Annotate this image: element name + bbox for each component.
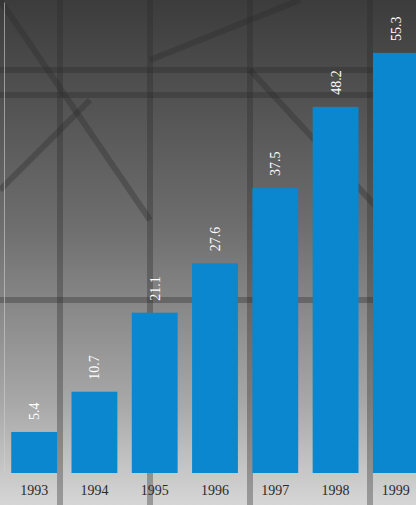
x-tick: 1998 — [322, 483, 350, 498]
y-axis — [4, 3, 5, 474]
bar — [313, 107, 359, 473]
x-tick-label: 1997 — [261, 483, 289, 498]
background-structure — [0, 0, 416, 505]
data-label: 5.4 — [27, 402, 42, 420]
bar — [11, 432, 57, 473]
data-label: 21.1 — [148, 276, 163, 301]
structure-line — [0, 67, 416, 73]
structure-line — [0, 0, 150, 220]
structure-line — [150, 0, 300, 60]
structure-line — [367, 0, 373, 505]
x-tick-label: 1993 — [20, 483, 48, 498]
x-tick: 1993 — [20, 483, 48, 498]
chart-svg: 5.410.721.127.637.548.255.31993199419951… — [0, 0, 416, 505]
bar — [373, 53, 416, 473]
x-tick: 1999 — [382, 483, 410, 498]
bar — [132, 313, 178, 473]
x-tick-label: 1996 — [201, 483, 229, 498]
chart-container: 5.410.721.127.637.548.255.31993199419951… — [0, 0, 416, 505]
data-label: 10.7 — [87, 355, 102, 380]
y-axis-line — [4, 3, 5, 474]
data-label: 37.5 — [268, 152, 283, 177]
data-labels: 5.4 10.7 21.1 27.6 37.5 48.2 55.3 — [27, 16, 404, 420]
x-tick: 1996 — [201, 483, 229, 498]
x-axis: 1993 1994 1995 1996 1997 1998 1999 — [20, 483, 410, 498]
background — [0, 0, 416, 505]
bars — [11, 53, 416, 473]
x-tick: 1997 — [261, 483, 289, 498]
x-tick-label: 1998 — [322, 483, 350, 498]
data-label: 55.3 — [389, 16, 404, 41]
bar — [252, 188, 298, 473]
x-tick: 1995 — [141, 483, 169, 498]
x-tick: 1994 — [80, 483, 108, 498]
bar — [192, 263, 238, 473]
x-tick-label: 1999 — [382, 483, 410, 498]
structure-line — [0, 100, 90, 190]
x-tick-label: 1995 — [141, 483, 169, 498]
structure-line — [57, 0, 63, 505]
bar — [72, 392, 118, 473]
data-label: 48.2 — [329, 70, 344, 95]
x-tick-label: 1994 — [80, 483, 108, 498]
data-label: 27.6 — [208, 227, 223, 252]
